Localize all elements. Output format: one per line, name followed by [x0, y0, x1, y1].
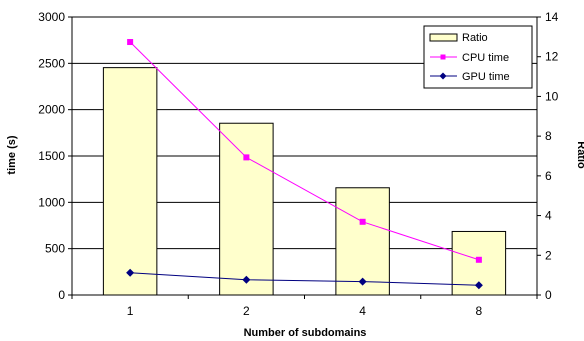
y2-tick-label: 4 [545, 209, 552, 223]
y-tick-label: 1500 [38, 149, 65, 163]
data-point [243, 154, 250, 161]
data-point [474, 281, 483, 290]
y2-axis-label: Ratio [575, 141, 584, 169]
y-tick-label: 500 [45, 242, 65, 256]
data-point [359, 218, 366, 225]
y2-tick-label: 12 [545, 50, 559, 64]
series-line [129, 41, 480, 261]
series-line [130, 272, 479, 286]
axes [68, 16, 541, 299]
y2-tick-label: 10 [545, 89, 559, 103]
data-point [126, 268, 135, 277]
y2-tick-label: 0 [545, 288, 552, 302]
y-tick-label: 2000 [38, 103, 65, 117]
x-tick-label: 4 [359, 304, 366, 318]
y-axis-label: time (s) [6, 135, 18, 174]
x-axis-label: Number of subdomains [244, 327, 367, 339]
legend-swatch-ratio [429, 33, 458, 42]
y-tick-label: 2500 [38, 56, 65, 70]
y2-tick-label: 14 [545, 10, 559, 24]
data-point [242, 275, 251, 284]
x-tick-label: 8 [476, 304, 483, 318]
data-point [475, 256, 482, 263]
bar [102, 67, 158, 296]
legend-marker-cpu [440, 54, 446, 60]
y2-tick-label: 8 [545, 129, 552, 143]
y2-tick-label: 2 [545, 248, 552, 262]
y-tick-label: 3000 [38, 10, 65, 24]
legend-marker-gpu [439, 72, 447, 80]
data-point [127, 39, 134, 46]
y2-tick-labels: 0 2 4 6 8 10 12 14 [545, 10, 559, 302]
y-tick-label: 1000 [38, 195, 65, 209]
data-point [358, 277, 367, 286]
legend-label-ratio: Ratio [462, 32, 488, 44]
x-tick-label: 2 [243, 304, 250, 318]
bars [102, 67, 507, 296]
x-tick-labels: 1 2 4 8 [127, 304, 483, 318]
legend-label-cpu: CPU time [462, 52, 509, 64]
y-tick-label: 0 [58, 288, 65, 302]
legend: Ratio CPU time GPU time [423, 25, 533, 89]
y2-tick-label: 6 [545, 169, 552, 183]
x-tick-label: 1 [127, 304, 134, 318]
y-tick-labels: 0 500 1000 1500 2000 2500 3000 [38, 10, 65, 302]
bar [219, 122, 274, 296]
series-lines [126, 39, 483, 290]
legend-label-gpu: GPU time [462, 71, 510, 83]
